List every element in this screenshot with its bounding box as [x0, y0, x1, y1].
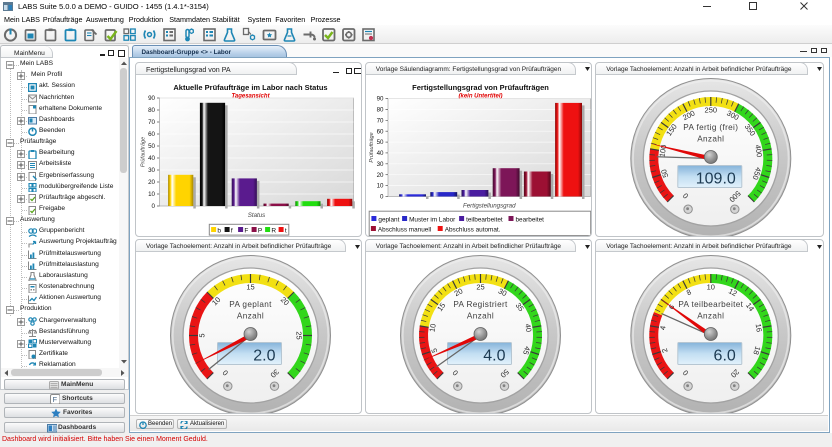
svg-text:P: P	[258, 227, 262, 234]
svg-text:b: b	[217, 227, 221, 234]
svg-text:20: 20	[453, 286, 465, 298]
svg-text:10: 10	[148, 191, 155, 198]
svg-text:Anzahl: Anzahl	[697, 312, 724, 321]
svg-text:70: 70	[148, 119, 155, 126]
svg-text:bearbeitet: bearbeitet	[515, 216, 544, 223]
svg-text:18: 18	[752, 345, 763, 356]
svg-text:Tagesansicht: Tagesansicht	[231, 93, 270, 99]
svg-text:4.0: 4.0	[483, 348, 505, 365]
svg-text:40: 40	[523, 323, 533, 333]
svg-text:0: 0	[450, 368, 459, 377]
svg-text:90: 90	[148, 95, 155, 102]
svg-text:30: 30	[376, 160, 383, 167]
svg-text:50: 50	[148, 143, 155, 150]
svg-text:f: f	[231, 227, 233, 234]
svg-text:geplant: geplant	[378, 216, 399, 223]
svg-text:25: 25	[295, 331, 304, 339]
svg-text:0: 0	[681, 191, 690, 200]
svg-text:Status: Status	[248, 212, 266, 219]
svg-text:50: 50	[376, 139, 383, 146]
svg-text:F: F	[53, 395, 58, 404]
svg-text:80: 80	[376, 106, 383, 113]
svg-text:Fertigstellungsgrad von Prüfau: Fertigstellungsgrad von Prüfaufträgen	[412, 83, 549, 92]
svg-text:Aktuelle Prüfaufträge im Labor: Aktuelle Prüfaufträge im Labor nach Stat…	[173, 83, 327, 92]
svg-text:teilbearbeitet: teilbearbeitet	[466, 216, 503, 223]
svg-text:20: 20	[148, 179, 155, 186]
svg-text:90: 90	[376, 95, 383, 102]
svg-text:50: 50	[659, 168, 670, 179]
svg-text:2: 2	[660, 347, 670, 354]
svg-text:8: 8	[685, 287, 693, 297]
svg-text:40: 40	[376, 150, 383, 157]
svg-text:0: 0	[380, 193, 384, 200]
svg-text:15: 15	[246, 283, 254, 292]
svg-text:Abschluss manuell: Abschluss manuell	[378, 226, 431, 233]
svg-text:Anzahl: Anzahl	[697, 134, 724, 143]
svg-text:Fertigstellungsgrad: Fertigstellungsgrad	[463, 202, 516, 209]
svg-text:80: 80	[148, 107, 155, 114]
svg-text:10: 10	[376, 182, 383, 189]
svg-text:40: 40	[148, 155, 155, 162]
svg-text:109.0: 109.0	[696, 170, 736, 187]
svg-text:250: 250	[705, 105, 718, 114]
svg-text:450: 450	[751, 166, 763, 181]
svg-text:4: 4	[658, 325, 668, 331]
svg-text:Abschluss automat.: Abschluss automat.	[444, 226, 500, 233]
svg-text:400: 400	[753, 144, 764, 158]
svg-text:10: 10	[707, 283, 715, 292]
svg-text:0: 0	[221, 368, 230, 377]
svg-text:PA fertig (frei): PA fertig (frei)	[683, 123, 738, 132]
svg-text:70: 70	[376, 117, 383, 124]
svg-text:Prüfaufträge: Prüfaufträge	[141, 136, 147, 166]
svg-text:100: 100	[658, 144, 669, 158]
svg-text:45: 45	[521, 345, 532, 356]
svg-text:PA Registriert: PA Registriert	[453, 300, 508, 309]
svg-text:5: 5	[198, 333, 207, 337]
svg-text:Anzahl: Anzahl	[237, 312, 264, 321]
svg-text:16: 16	[754, 323, 764, 333]
svg-text:12: 12	[727, 286, 739, 298]
svg-text:60: 60	[376, 128, 383, 135]
svg-text:Prüfaufträge: Prüfaufträge	[369, 132, 375, 162]
svg-text:PA teilbearbeitet: PA teilbearbeitet	[679, 300, 744, 309]
svg-text:2.0: 2.0	[253, 348, 275, 365]
svg-text:Anzahl: Anzahl	[467, 312, 494, 321]
svg-text:10: 10	[427, 323, 437, 333]
svg-text:5: 5	[429, 347, 439, 354]
svg-text:0: 0	[152, 203, 156, 210]
svg-text:20: 20	[376, 171, 383, 178]
svg-text:F: F	[244, 227, 248, 234]
svg-text:R: R	[271, 227, 276, 234]
svg-text:0: 0	[681, 368, 690, 377]
svg-text:30: 30	[148, 167, 155, 174]
svg-text:60: 60	[148, 131, 155, 138]
svg-text:30: 30	[497, 286, 509, 298]
svg-text:25: 25	[476, 283, 484, 292]
svg-text:Muster im Labor: Muster im Labor	[409, 216, 456, 223]
svg-text:t: t	[285, 227, 287, 234]
svg-text:6.0: 6.0	[714, 348, 736, 365]
svg-text:PA geplant: PA geplant	[229, 300, 272, 309]
svg-text:(kein Untertitel): (kein Untertitel)	[458, 93, 502, 99]
